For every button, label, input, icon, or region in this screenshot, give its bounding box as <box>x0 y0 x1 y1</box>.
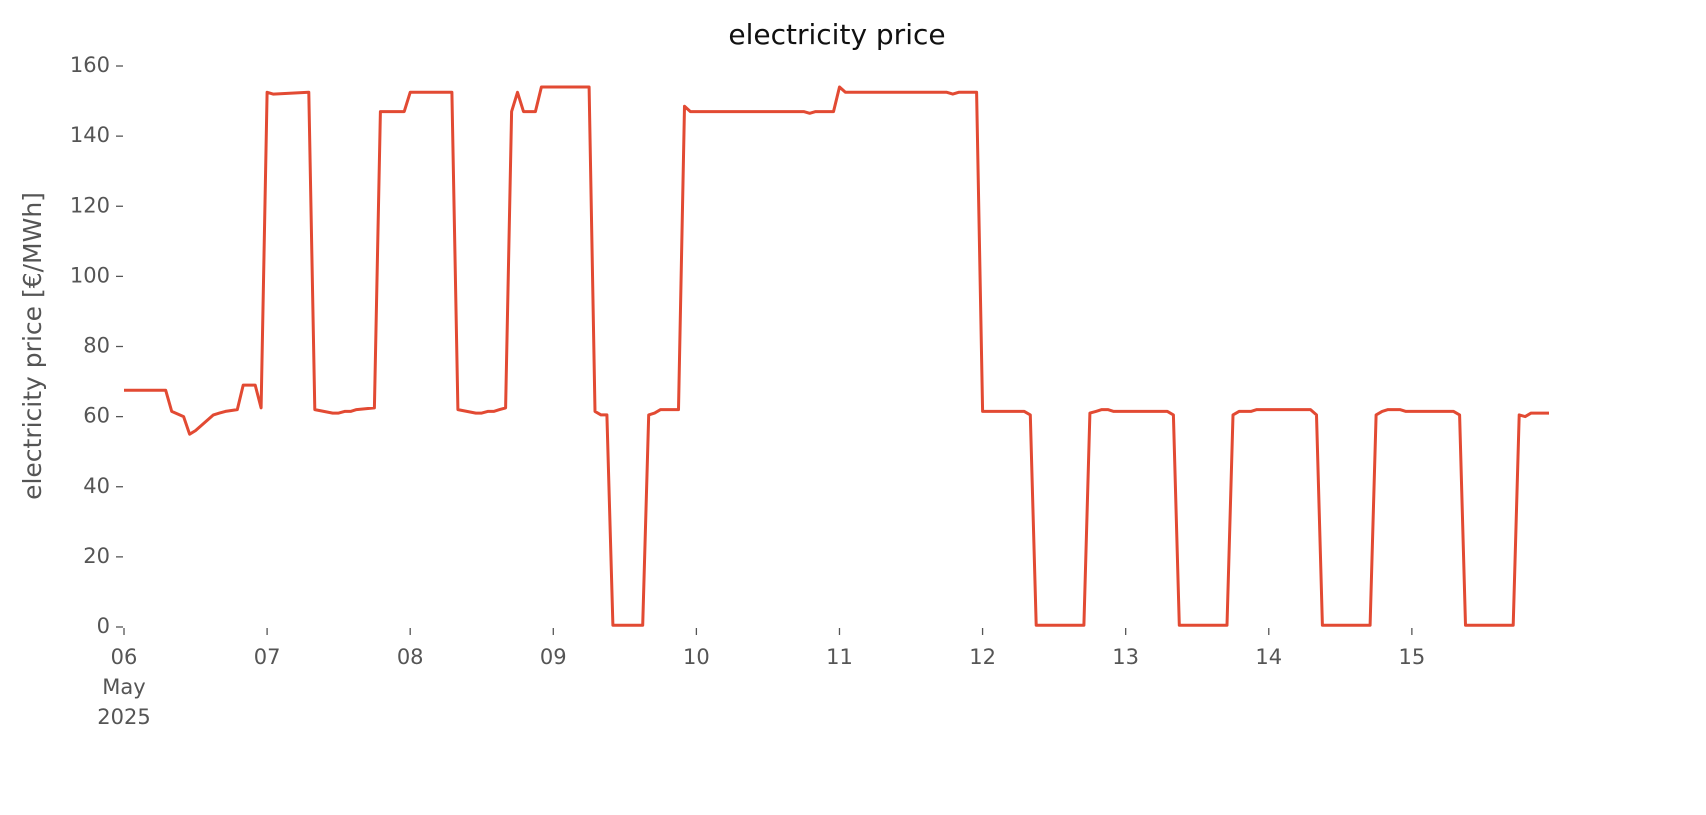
x-tick-label: 12 <box>969 645 996 669</box>
y-tick-label: 60 <box>83 404 110 428</box>
y-tick-label: 40 <box>83 474 110 498</box>
x-tick-label: 15 <box>1398 645 1425 669</box>
y-tick-label: 20 <box>83 544 110 568</box>
x-tick-label: 11 <box>826 645 853 669</box>
y-axis-label: electricity price [€/MWh] <box>18 192 47 500</box>
x-tick-label: 07 <box>254 645 281 669</box>
chart-title: electricity price <box>728 18 945 51</box>
y-tick-label: 100 <box>70 263 110 287</box>
x-tick-label: 08 <box>397 645 424 669</box>
y-tick-label: 80 <box>83 334 110 358</box>
y-tick-label: 0 <box>97 614 110 638</box>
x-tick-label: 13 <box>1112 645 1139 669</box>
y-tick-label: 120 <box>70 193 110 217</box>
x-tick-label: 06 May 2025 <box>97 645 150 729</box>
x-tick-label: 09 <box>540 645 567 669</box>
y-tick-label: 140 <box>70 123 110 147</box>
y-tick-label: 160 <box>70 53 110 77</box>
x-tick-label: 14 <box>1255 645 1282 669</box>
price-line <box>124 85 1549 627</box>
x-tick-label: 10 <box>683 645 710 669</box>
